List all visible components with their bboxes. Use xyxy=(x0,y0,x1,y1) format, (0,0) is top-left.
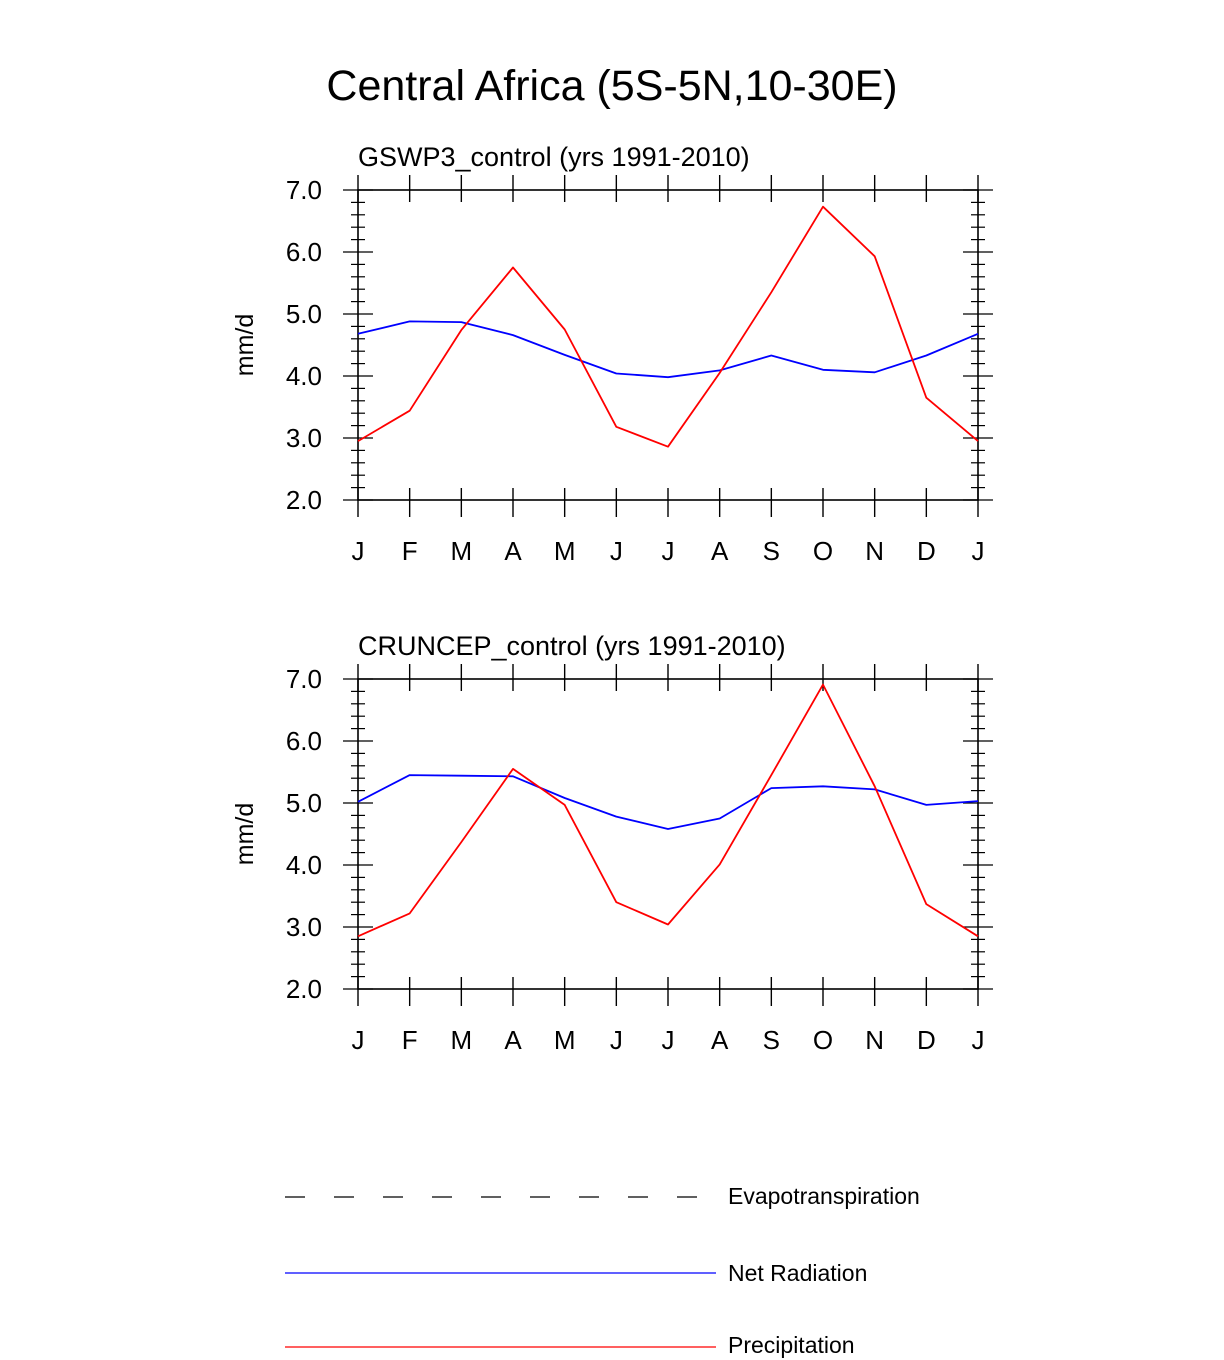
x-tick-label: N xyxy=(865,1025,884,1055)
x-tick-label: A xyxy=(711,1025,729,1055)
x-tick-label: S xyxy=(763,536,780,566)
y-tick-label: 7.0 xyxy=(286,664,322,694)
x-tick-label: J xyxy=(352,536,365,566)
x-tick-label: D xyxy=(917,536,936,566)
chart-panel-2: CRUNCEP_control (yrs 1991-2010) mm/d 2.0 3.… xyxy=(231,631,993,1055)
x-tick-label: J xyxy=(610,1025,623,1055)
figure-title: Central Africa (5S-5N,10-30E) xyxy=(326,62,898,110)
y-axis-label: mm/d xyxy=(231,314,259,377)
y-tick-label: 5.0 xyxy=(286,299,322,329)
x-tick-label: M xyxy=(450,536,472,566)
x-tick-label: J xyxy=(610,536,623,566)
x-tick-label: S xyxy=(763,1025,780,1055)
legend xyxy=(285,1196,716,1348)
y-tick-label: 6.0 xyxy=(286,726,322,756)
x-tick-label: M xyxy=(450,1025,472,1055)
plot-frame xyxy=(357,678,979,990)
x-tick-label: N xyxy=(865,536,884,566)
panel-title: CRUNCEP_control (yrs 1991-2010) xyxy=(358,631,786,661)
legend-label-precipitation: Precipitation xyxy=(728,1332,855,1358)
x-tick-label: O xyxy=(813,1025,833,1055)
series-line-precipitation xyxy=(357,205,979,448)
x-tick-label: A xyxy=(504,536,522,566)
x-tick-label: D xyxy=(917,1025,936,1055)
y-tick-label: 2.0 xyxy=(286,485,322,515)
x-tick-label: J xyxy=(662,536,675,566)
y-tick-label: 3.0 xyxy=(286,912,322,942)
y-tick-label: 2.0 xyxy=(286,974,322,1004)
series-line-precipitation xyxy=(357,683,979,938)
y-tick-label: 4.0 xyxy=(286,361,322,391)
x-tick-label: F xyxy=(402,536,418,566)
y-tick-label: 3.0 xyxy=(286,423,322,453)
x-tick-label: F xyxy=(402,1025,418,1055)
chart-panel-1: GSWP3_control (yrs 1991-2010) mm/d 2.0 3.0 4… xyxy=(231,142,993,566)
x-tick-label: M xyxy=(554,536,576,566)
legend-label-evapotranspiration: Evapotranspiration xyxy=(728,1183,920,1209)
x-tick-label: A xyxy=(504,1025,522,1055)
y-tick-label: 5.0 xyxy=(286,788,322,818)
series-line-net-radiation xyxy=(357,320,979,379)
y-tick-label: 7.0 xyxy=(286,175,322,205)
x-tick-label: A xyxy=(711,536,729,566)
y-axis-label: mm/d xyxy=(231,803,259,866)
x-tick-label: J xyxy=(662,1025,675,1055)
x-tick-label: M xyxy=(554,1025,576,1055)
y-tick-label: 6.0 xyxy=(286,237,322,267)
legend-label-net-radiation: Net Radiation xyxy=(728,1260,868,1286)
x-tick-label: O xyxy=(813,536,833,566)
series-line-net-radiation xyxy=(357,774,979,830)
x-tick-label: J xyxy=(972,536,985,566)
y-tick-label: 4.0 xyxy=(286,850,322,880)
panel-title: GSWP3_control (yrs 1991-2010) xyxy=(358,142,750,172)
x-tick-label: J xyxy=(352,1025,365,1055)
x-tick-label: J xyxy=(972,1025,985,1055)
